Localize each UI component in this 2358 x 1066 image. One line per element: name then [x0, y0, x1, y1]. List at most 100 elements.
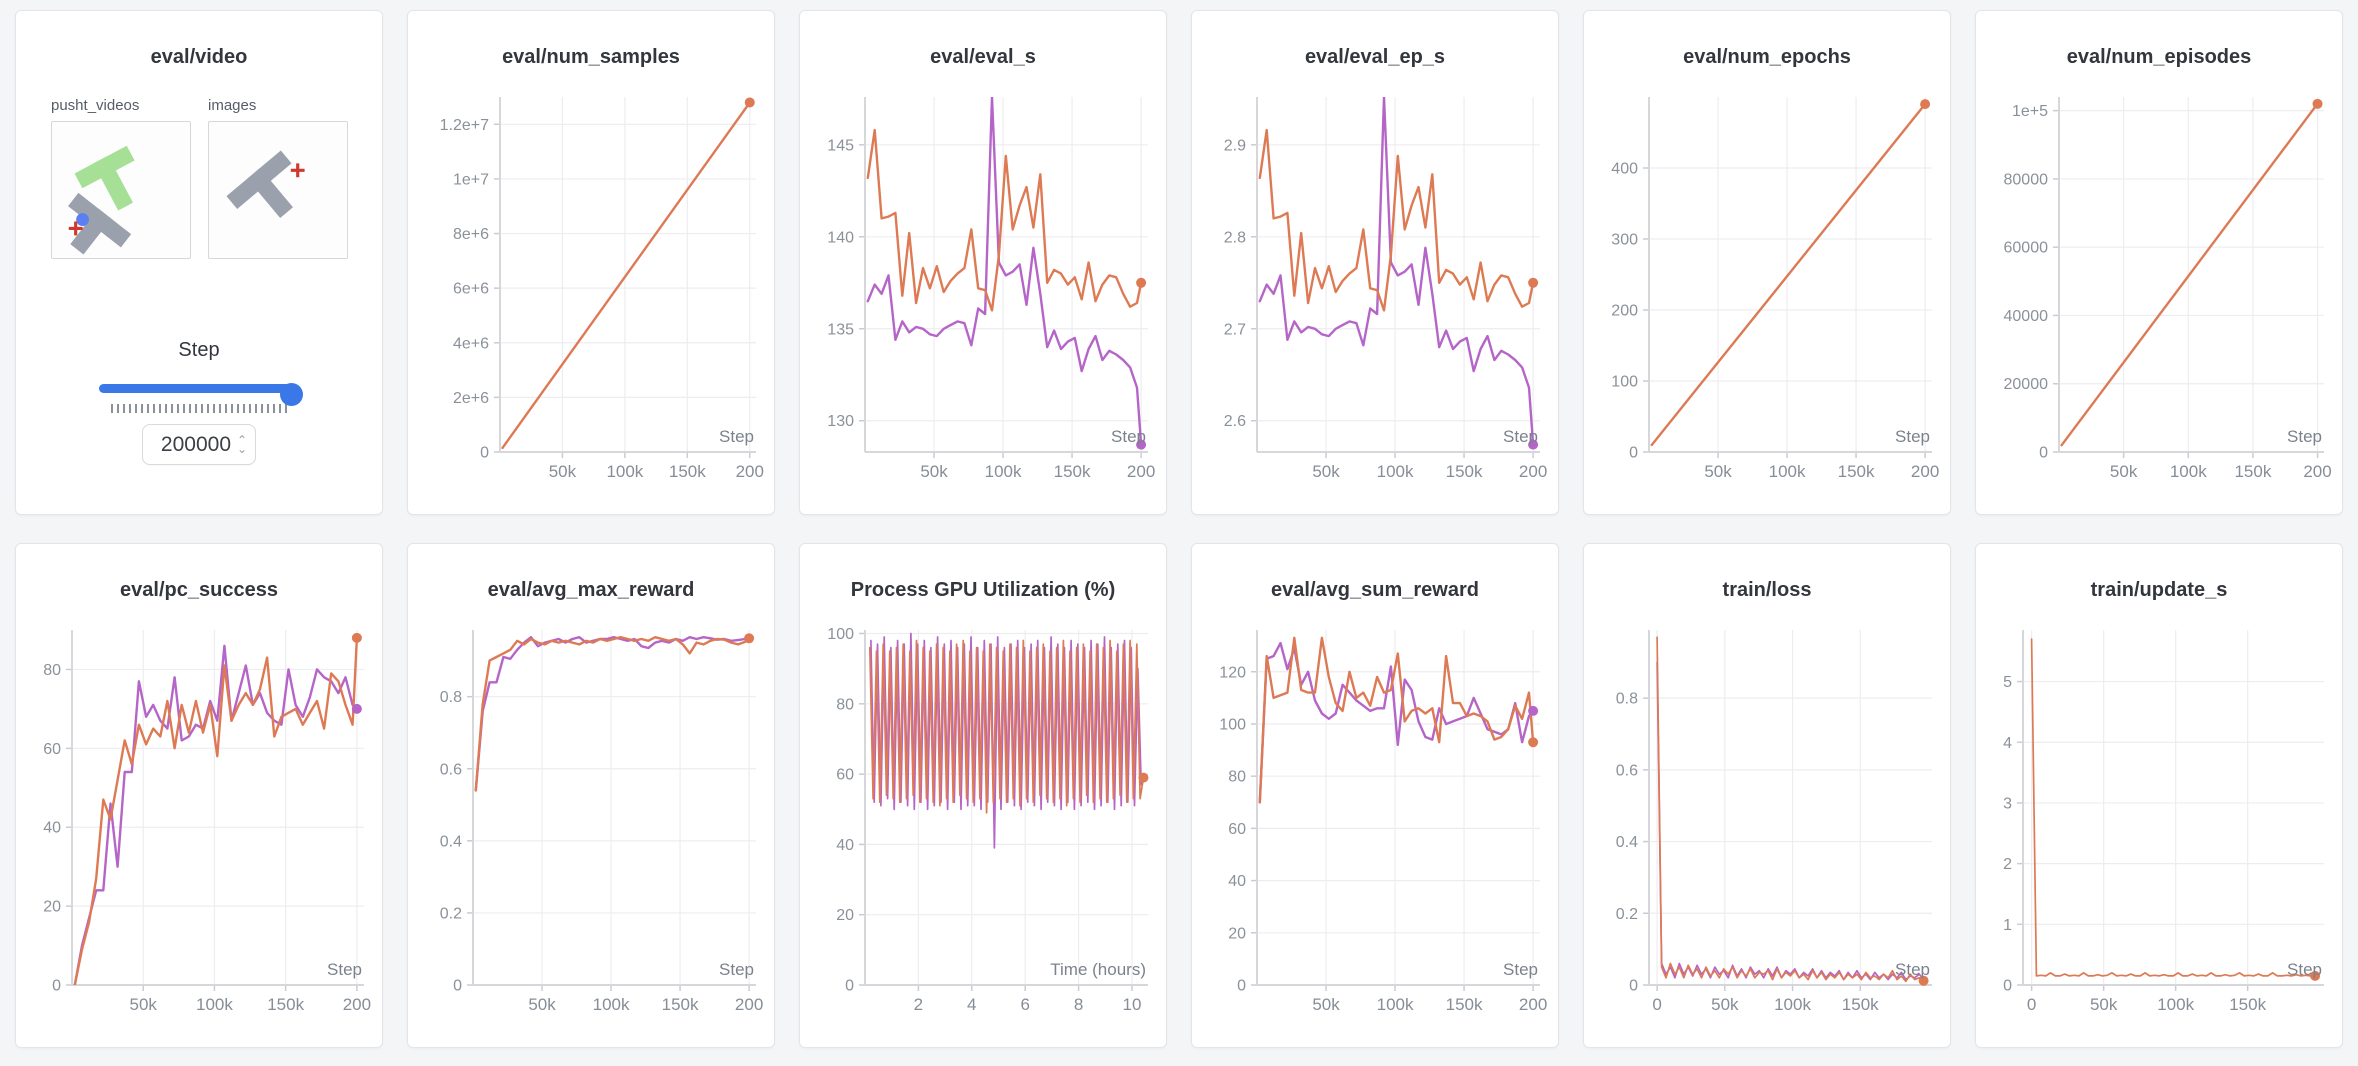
svg-text:3: 3: [2003, 795, 2012, 812]
step-slider-label: Step: [178, 339, 220, 361]
media-label: images: [208, 97, 257, 114]
svg-text:Step: Step: [719, 427, 754, 446]
svg-text:100k: 100k: [985, 462, 1022, 481]
svg-text:0.4: 0.4: [1616, 834, 1638, 851]
svg-text:Step: Step: [2287, 960, 2322, 979]
svg-text:100: 100: [1219, 716, 1246, 733]
svg-text:100k: 100k: [1377, 995, 1414, 1014]
svg-text:2.6: 2.6: [1224, 413, 1246, 430]
svg-text:2.7: 2.7: [1224, 321, 1246, 338]
slider-handle[interactable]: [280, 383, 303, 406]
panel-eval-eval-ep-s: eval/eval_ep_s 2.6 2.7 2.8 2.9 50k 100k 150k 20…: [1191, 10, 1559, 515]
step-value[interactable]: 200000: [160, 432, 231, 456]
svg-text:200: 200: [2303, 462, 2331, 481]
svg-text:4e+6: 4e+6: [453, 335, 489, 352]
svg-text:0: 0: [1237, 978, 1246, 995]
svg-text:Step: Step: [1895, 427, 1930, 446]
chart-eval-num-epochs[interactable]: 0 100 200 300 400 50k 100k 150k 200 Step: [1584, 85, 1951, 485]
svg-text:60: 60: [1228, 821, 1246, 838]
svg-text:150k: 150k: [2234, 462, 2271, 481]
svg-text:100k: 100k: [593, 995, 630, 1014]
svg-text:0.2: 0.2: [1616, 906, 1638, 923]
svg-text:0: 0: [845, 978, 854, 995]
slider-tick-ruler: [111, 404, 287, 413]
svg-text:2.9: 2.9: [1224, 137, 1246, 154]
svg-text:100k: 100k: [1769, 462, 1806, 481]
svg-text:Step: Step: [1895, 960, 1930, 979]
slider-track[interactable]: [99, 383, 303, 406]
svg-text:1.2e+7: 1.2e+7: [440, 117, 489, 134]
svg-text:0: 0: [52, 978, 61, 995]
svg-text:0: 0: [2039, 445, 2048, 462]
svg-text:130: 130: [827, 413, 854, 430]
svg-text:50k: 50k: [1312, 462, 1340, 481]
svg-text:100k: 100k: [2157, 995, 2194, 1014]
panel-title: eval/eval_s: [930, 46, 1036, 68]
svg-text:Time (hours): Time (hours): [1050, 960, 1146, 979]
chart-eval-eval-s[interactable]: 130 135 140 145 50k 100k 150k 200 Step: [800, 85, 1167, 485]
svg-text:20: 20: [1228, 925, 1246, 942]
panel-title: train/loss: [1722, 579, 1812, 601]
chart-train-update-s[interactable]: 0 1 2 3 4 5 0 50k 100k 150k Step: [1976, 618, 2343, 1018]
svg-text:50k: 50k: [920, 462, 948, 481]
media-images: images: [208, 97, 348, 259]
svg-text:1e+7: 1e+7: [453, 171, 489, 188]
chart-eval-avg-sum-reward[interactable]: 0 20 40 60 80 100 120 50k 100k 150k 200 Step: [1192, 618, 1559, 1018]
stepper-down-icon[interactable]: ⌄: [237, 441, 248, 456]
svg-text:4: 4: [967, 995, 976, 1014]
svg-text:60: 60: [43, 741, 61, 758]
svg-text:300: 300: [1611, 232, 1638, 249]
svg-text:10: 10: [1123, 995, 1142, 1014]
panel-eval-eval-s: eval/eval_s 130 135 140 145 50k 100k 150k 200 St…: [799, 10, 1167, 515]
svg-text:150k: 150k: [1446, 462, 1483, 481]
svg-text:50k: 50k: [1312, 995, 1340, 1014]
svg-text:200: 200: [1127, 462, 1155, 481]
panel-title: train/update_s: [2090, 579, 2228, 601]
svg-text:100k: 100k: [1377, 462, 1414, 481]
pusht-scene-image: [68, 145, 135, 255]
svg-text:150k: 150k: [1054, 462, 1091, 481]
chart-eval-eval-ep-s[interactable]: 2.6 2.7 2.8 2.9 50k 100k 150k 200 Step: [1192, 85, 1559, 485]
svg-text:200: 200: [735, 995, 763, 1014]
step-slider[interactable]: [99, 378, 303, 406]
panel-title: eval/video: [150, 46, 248, 68]
svg-text:0.6: 0.6: [1616, 762, 1638, 779]
svg-text:0: 0: [1629, 445, 1638, 462]
svg-text:150k: 150k: [2229, 995, 2266, 1014]
chart-eval-num-samples[interactable]: 0 2e+6 4e+6 6e+6 8e+6 1e+7 1.2e+7 50k 100k 150k 20…: [408, 85, 775, 485]
panel-title: eval/num_episodes: [2066, 46, 2252, 68]
svg-text:50k: 50k: [1704, 462, 1732, 481]
chart-train-loss[interactable]: 0 0.2 0.4 0.6 0.8 0 50k 100k 150k Step: [1584, 618, 1951, 1018]
svg-text:1e+5: 1e+5: [2012, 103, 2048, 120]
svg-text:0: 0: [2027, 995, 2036, 1014]
svg-text:0: 0: [1629, 978, 1638, 995]
svg-text:50k: 50k: [549, 462, 577, 481]
svg-text:Step: Step: [1503, 960, 1538, 979]
chart-process-gpu-utilization[interactable]: 0 20 40 60 80 100 2 4 6 8 10 Time (hours): [800, 618, 1167, 1018]
svg-text:20000: 20000: [2004, 376, 2049, 393]
pusht-video-thumbnail[interactable]: [51, 121, 191, 259]
svg-text:0.8: 0.8: [440, 689, 462, 706]
images-thumbnail[interactable]: [208, 121, 348, 259]
svg-text:Step: Step: [2287, 427, 2322, 446]
svg-text:140: 140: [827, 229, 854, 246]
svg-text:40000: 40000: [2004, 308, 2049, 325]
svg-text:50k: 50k: [528, 995, 556, 1014]
svg-text:Step: Step: [1503, 427, 1538, 446]
chart-eval-avg-max-reward[interactable]: 0 0.2 0.4 0.6 0.8 50k 100k 150k 200 Step: [408, 618, 775, 1018]
svg-text:60000: 60000: [2004, 240, 2049, 257]
svg-text:0.8: 0.8: [1616, 691, 1638, 708]
chart-eval-num-episodes[interactable]: 0 20000 40000 60000 80000 1e+5 50k 100k 150k 200 S…: [1976, 85, 2343, 485]
svg-text:400: 400: [1611, 161, 1638, 178]
svg-text:40: 40: [43, 820, 61, 837]
svg-text:100k: 100k: [2170, 462, 2207, 481]
svg-text:2.8: 2.8: [1224, 229, 1246, 246]
step-value-input[interactable]: 200000 ⌃ ⌄: [141, 424, 257, 465]
chart-eval-pc-success[interactable]: 0 20 40 60 80 50k 100k 150k 200 Step: [16, 618, 383, 1018]
svg-text:100k: 100k: [196, 995, 233, 1014]
svg-text:80: 80: [836, 696, 854, 713]
stepper-up-icon[interactable]: ⌃: [237, 432, 248, 447]
svg-text:0.6: 0.6: [440, 761, 462, 778]
svg-text:8: 8: [1074, 995, 1083, 1014]
